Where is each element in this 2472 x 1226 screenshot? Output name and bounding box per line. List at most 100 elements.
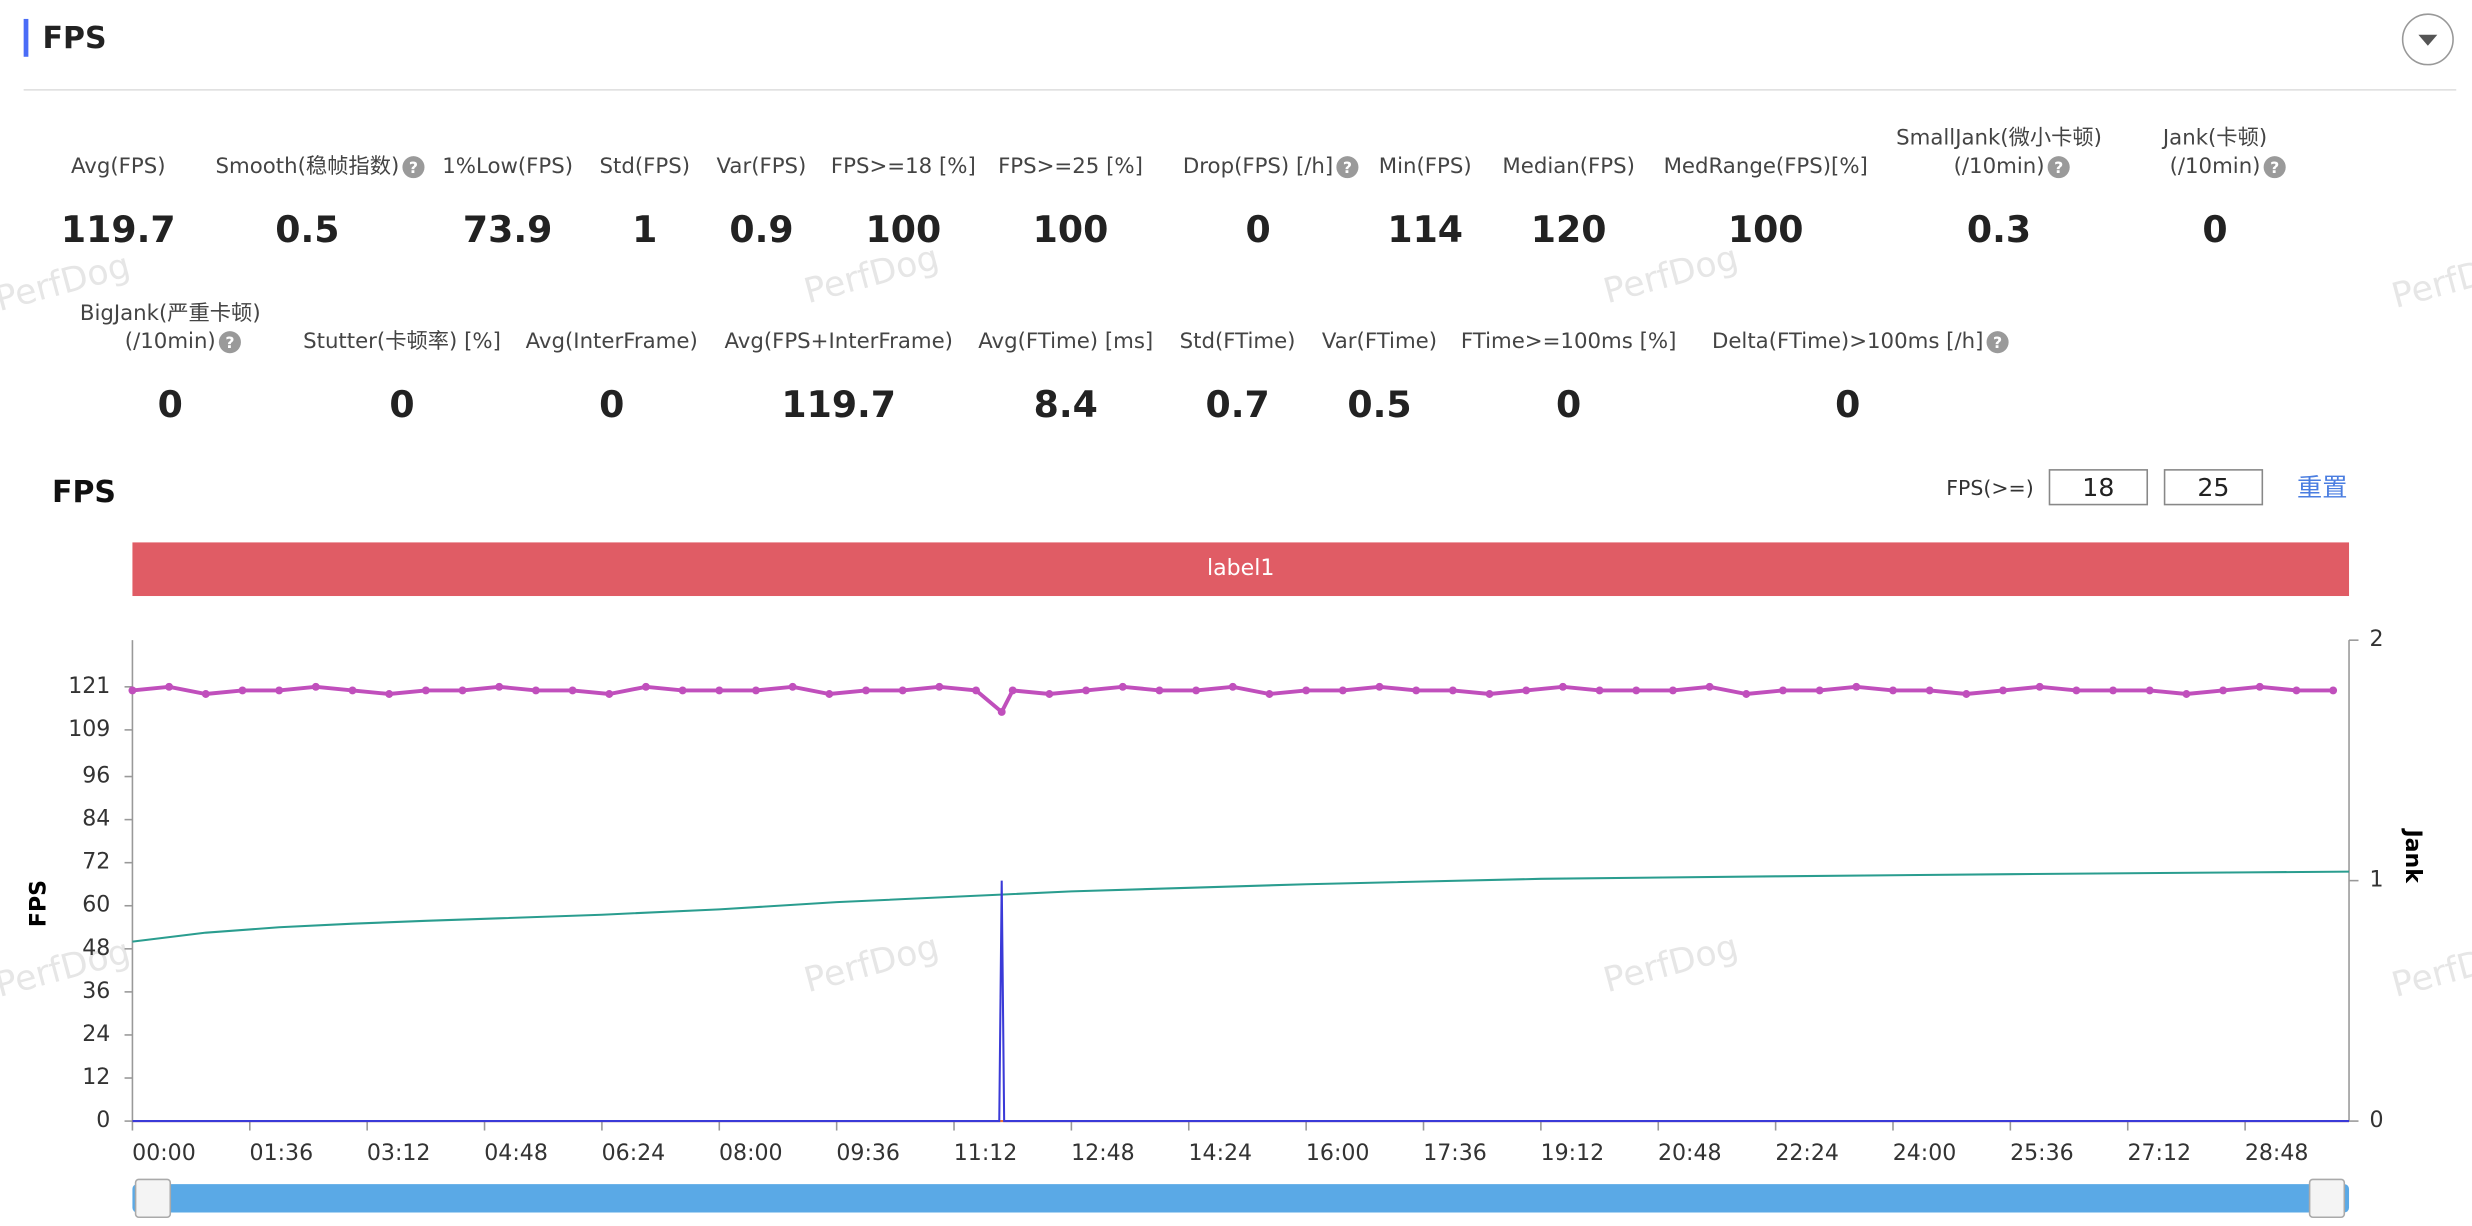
data-point [678,686,687,695]
help-icon[interactable] [1336,156,1359,179]
data-point [2182,690,2191,698]
metric-label: Var(FTime) [1322,329,1437,354]
data-point [1228,682,1237,691]
y-tick-label: 24 [82,1022,110,1047]
metric-value: 0.9 [729,208,793,251]
threshold-input[interactable] [2048,469,2149,506]
data-point [1632,686,1641,695]
help-icon[interactable] [2047,156,2070,179]
page-title: FPS [43,21,107,56]
metric-label: 1%Low(FPS) [442,154,573,179]
metric-label: (/10min) [2170,154,2261,179]
data-point [715,686,724,695]
metric-value: 8.4 [1034,383,1098,426]
y-tick-label: 96 [82,764,110,789]
data-point [568,686,577,695]
data-point [1412,686,1421,695]
y-axis-title: FPS [26,880,51,927]
data-point [1705,682,1714,691]
data-point [1595,686,1604,695]
x-tick-label: 27:12 [2127,1141,2191,1166]
metric-label: MedRange(FPS)[%] [1664,154,1868,179]
x-tick-label: 24:00 [1893,1141,1957,1166]
data-point [1999,686,2007,695]
metric-label: Stutter(卡顿率) [%] [303,329,501,354]
data-point [1448,686,1457,695]
x-tick-label: 20:48 [1658,1141,1722,1166]
data-point [752,686,760,695]
data-point [1265,690,1274,698]
data-point [1302,686,1311,695]
metric-value: 0.3 [1967,208,2031,251]
data-point [1815,686,1824,695]
metric-value: 100 [1728,208,1804,251]
slider-handle[interactable] [134,1178,172,1219]
watermark: PerfDog [0,932,134,1006]
help-icon[interactable] [218,331,241,354]
y-tick-label: 48 [82,936,110,961]
metric-value: 0 [1835,383,1860,426]
x-tick-label: 06:24 [602,1141,666,1166]
series-line [132,870,2350,943]
data-point [2329,686,2338,695]
help-icon[interactable] [2263,156,2286,179]
x-tick-label: 09:36 [836,1141,900,1166]
metric-label: Median(FPS) [1502,154,1634,179]
y2-tick-label: 1 [2370,868,2384,893]
x-tick-label: 19:12 [1541,1141,1605,1166]
metric-value: 114 [1387,208,1463,251]
reset-button[interactable]: 重置 [2297,473,2347,502]
y-tick-label: 109 [68,717,110,742]
help-icon-glyph: ? [1343,158,1352,177]
help-icon-glyph: ? [409,158,418,177]
label-band-text: label1 [1207,556,1274,581]
metric-value: 119.7 [781,383,896,426]
label-band [132,542,2350,597]
metric-value: 119.7 [61,208,176,251]
watermark: PerfDog [2388,243,2472,317]
x-tick-label: 25:36 [2010,1141,2074,1166]
y2-axis-title: Jank [2400,827,2425,884]
metric-label: (/10min) [125,329,216,354]
data-point [1118,682,1127,691]
data-point [2109,686,2118,695]
data-point [531,686,540,695]
threshold-input[interactable] [2163,469,2264,506]
data-point [1852,682,1861,691]
x-tick-label: 01:36 [250,1141,314,1166]
help-icon[interactable] [402,156,425,179]
data-point [1008,686,1017,695]
data-point [1925,686,1934,695]
metric-label: FPS>=18 [%] [831,154,976,179]
metric-value: 0.7 [1205,383,1269,426]
zoom-slider[interactable] [132,1184,2350,1213]
metric-label: Avg(FPS+InterFrame) [724,329,953,354]
data-point [972,686,980,695]
data-point [605,690,614,698]
x-tick-label: 04:48 [484,1141,548,1166]
x-tick-label: 00:00 [132,1141,196,1166]
threshold-value[interactable]: 18 [2082,473,2114,502]
data-point [1155,686,1164,695]
chart-title: FPS [52,475,116,510]
metric-label: Avg(FPS) [71,154,166,179]
data-point [1375,682,1384,691]
y-tick-label: 60 [82,893,110,918]
x-tick-label: 22:24 [1775,1141,1839,1166]
metric-value: 0 [1245,208,1270,251]
slider-handle[interactable] [2308,1178,2346,1219]
data-point [2145,686,2154,695]
y2-tick-label: 2 [2370,627,2384,652]
metric-value: 0 [2202,208,2227,251]
data-point [1962,690,1971,698]
metric-label: Avg(FTime) [ms] [978,329,1153,354]
x-tick-label: 16:00 [1306,1141,1370,1166]
data-point [997,708,1006,716]
threshold-value[interactable]: 25 [2197,473,2229,502]
help-icon[interactable] [1986,331,2009,354]
data-point [2255,682,2264,691]
collapse-button[interactable] [2401,13,2454,66]
metric-label: Std(FPS) [600,154,690,179]
data-point [1558,682,1567,691]
